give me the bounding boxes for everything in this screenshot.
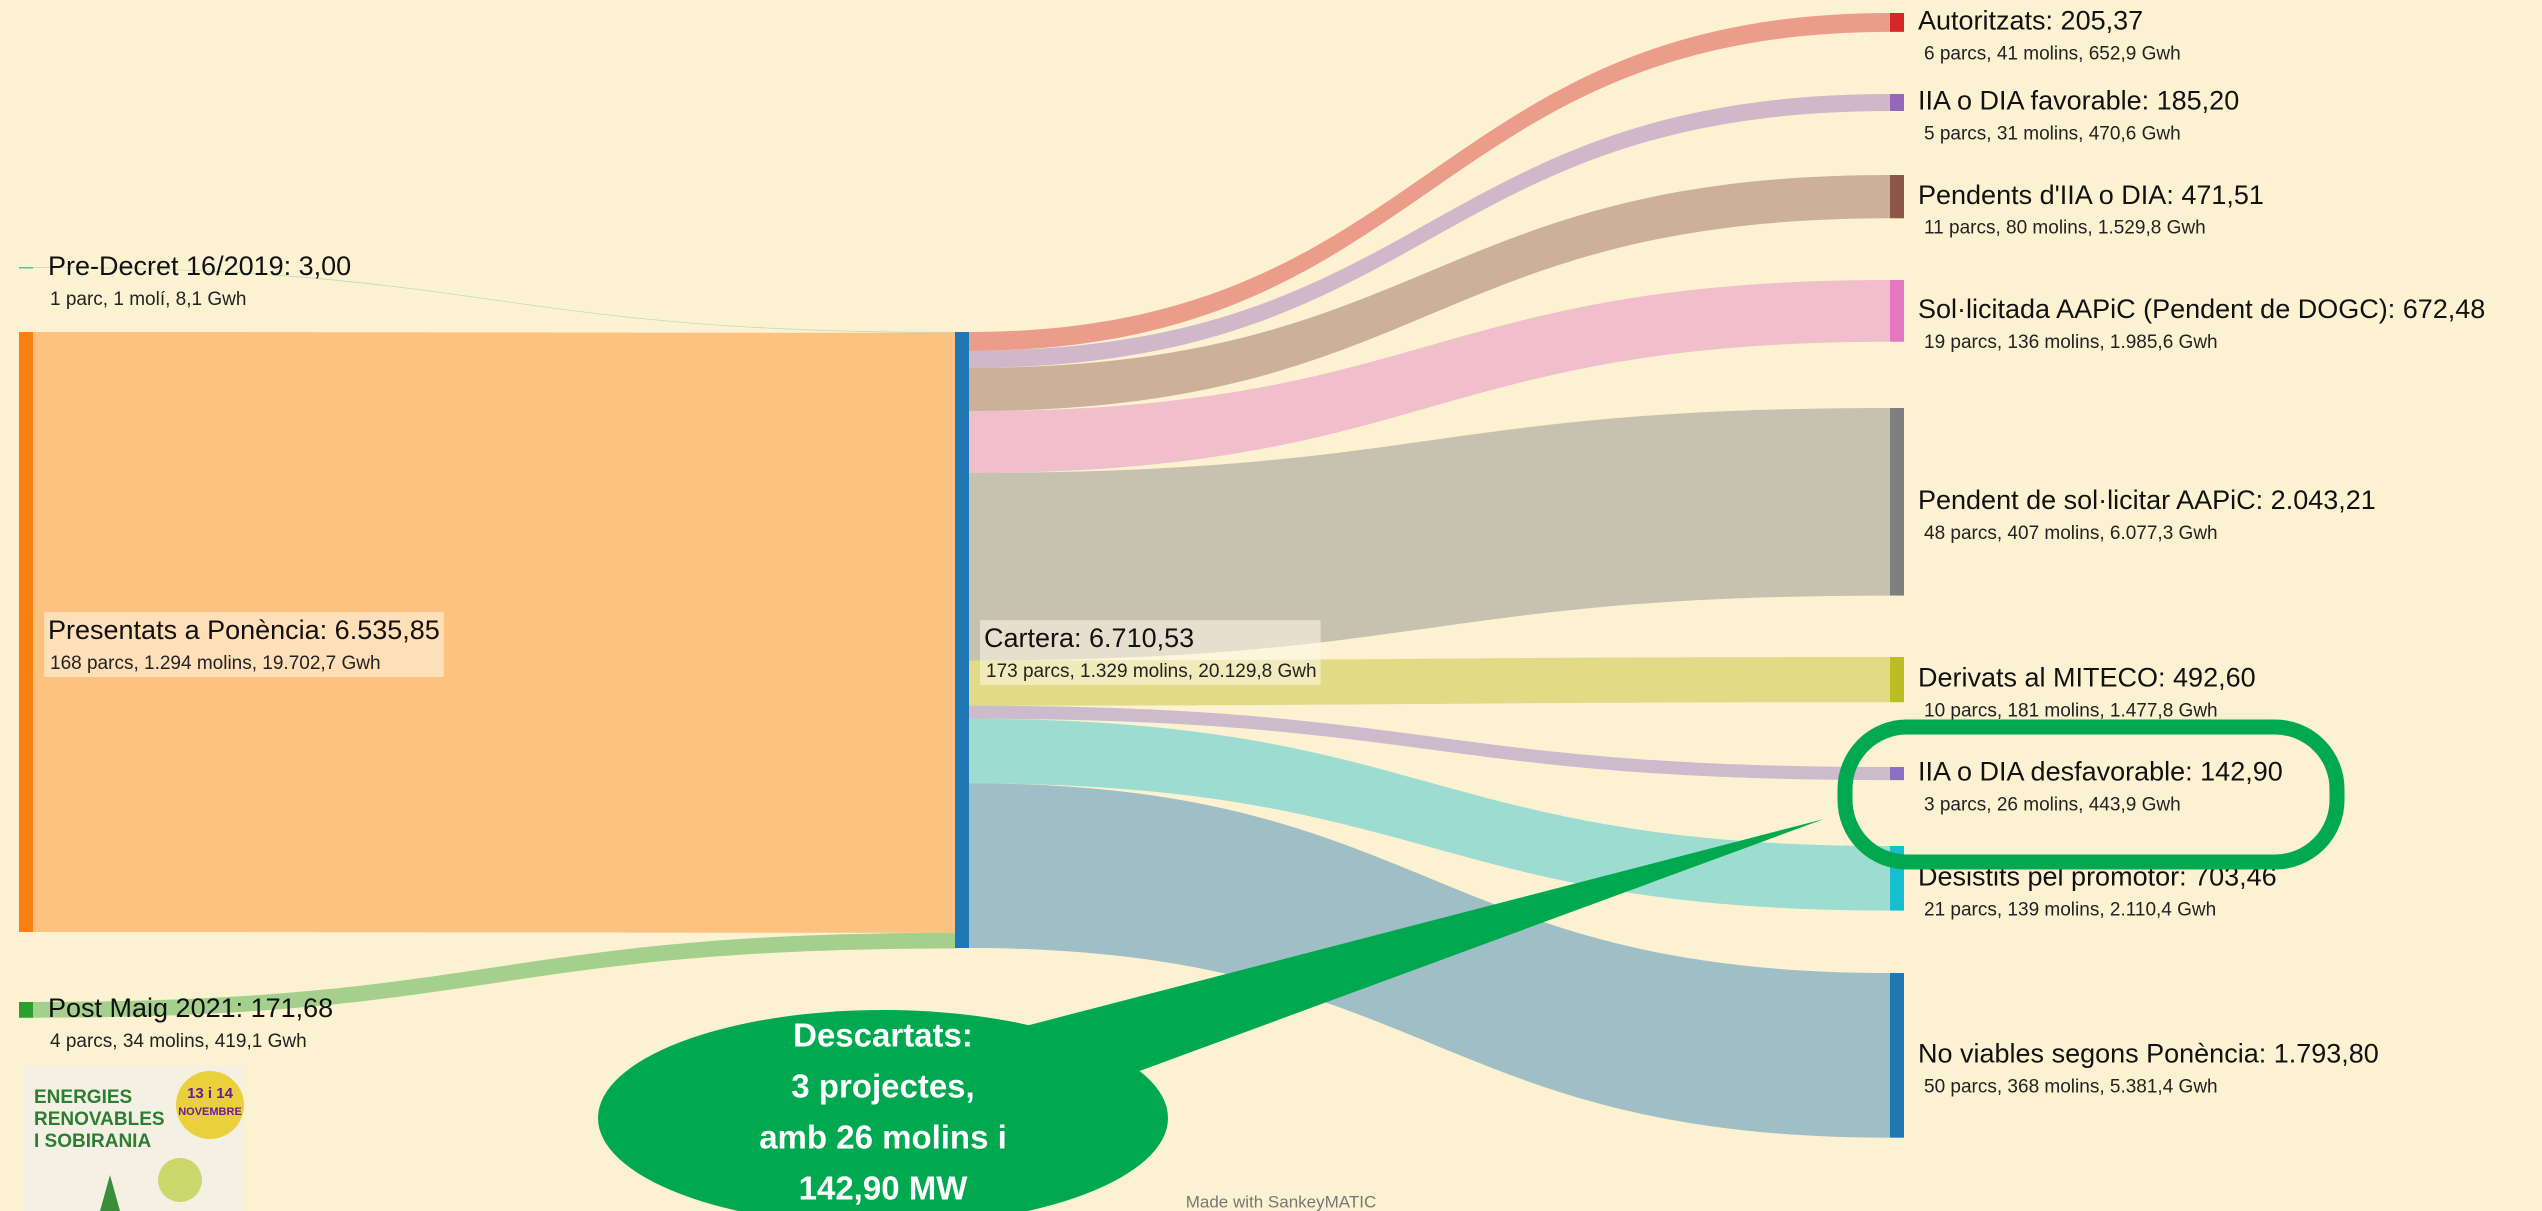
node-bar	[1890, 767, 1904, 781]
flow	[969, 13, 1890, 351]
logo-sun	[176, 1071, 244, 1139]
credit: Made with SankeyMATIC	[1186, 1192, 1377, 1211]
node-bar	[1890, 280, 1904, 342]
logo-plant	[100, 1175, 120, 1211]
node-label: IIA o DIA favorable: 185,20	[1918, 86, 2239, 116]
flow	[33, 332, 955, 933]
label-background	[980, 620, 1321, 686]
node-label: Sol·licitada AAPiC (Pendent de DOGC): 67…	[1918, 294, 2485, 324]
node-bar	[1890, 13, 1904, 32]
node-bar	[19, 267, 33, 269]
node-bar	[1890, 973, 1904, 1138]
node-label: IIA o DIA desfavorable: 142,90	[1918, 757, 2283, 787]
flow	[969, 175, 1890, 412]
callout-text: 142,90 MW	[799, 1170, 969, 1207]
callout-pointer	[1010, 819, 1824, 1080]
flow	[33, 932, 955, 1018]
node-detail: 48 parcs, 407 molins, 6.077,3 Gwh	[1924, 523, 2218, 544]
node-detail: 50 parcs, 368 molins, 5.381,4 Gwh	[1924, 1076, 2218, 1097]
callout-bubble	[598, 1010, 1168, 1211]
node-detail: 173 parcs, 1.329 molins, 20.129,8 Gwh	[986, 661, 1317, 682]
flow	[969, 408, 1890, 661]
node-detail: 11 parcs, 80 molins, 1.529,8 Gwh	[1924, 218, 2206, 239]
node-detail: 10 parcs, 181 molins, 1.477,8 Gwh	[1924, 701, 2218, 722]
node-detail: 168 parcs, 1.294 molins, 19.702,7 Gwh	[50, 653, 381, 674]
logo-flower	[158, 1158, 202, 1202]
node-bar	[1890, 175, 1904, 219]
node-detail: 4 parcs, 34 molins, 419,1 Gwh	[50, 1031, 307, 1052]
node-bar	[19, 332, 33, 932]
node-bar	[1890, 408, 1904, 596]
node-bar	[19, 1002, 33, 1018]
node-label: Pre-Decret 16/2019: 3,00	[48, 251, 351, 281]
logo-text: I SOBIRANIA	[34, 1131, 151, 1152]
node-bar	[955, 332, 969, 949]
node-detail: 19 parcs, 136 molins, 1.985,6 Gwh	[1924, 332, 2218, 353]
node-label: Pendent de sol·licitar AAPiC: 2.043,21	[1918, 485, 2376, 515]
nodes	[19, 13, 1904, 1138]
node-label: No viables segons Ponència: 1.793,80	[1918, 1038, 2379, 1068]
flow	[969, 705, 1890, 781]
node-detail: 3 parcs, 26 molins, 443,9 Gwh	[1924, 795, 2181, 816]
callout-text: amb 26 molins i	[759, 1119, 1007, 1156]
node-detail: 21 parcs, 139 molins, 2.110,4 Gwh	[1924, 899, 2216, 920]
callout-text: 3 projectes,	[791, 1068, 974, 1105]
node-label: Cartera: 6.710,53	[984, 623, 1194, 653]
node-label: Pendents d'IIA o DIA: 471,51	[1918, 180, 2264, 210]
logo-text: RENOVABLES	[34, 1109, 165, 1130]
highlight-outline	[1837, 719, 2345, 870]
flow	[33, 267, 955, 333]
node-label: Autoritzats: 205,37	[1918, 6, 2143, 36]
logo-date: 13 i 14	[187, 1085, 234, 1102]
callout: Descartats: 3 projectes, amb 26 molins i…	[598, 819, 1824, 1211]
node-detail: 1 parc, 1 molí, 8,1 Gwh	[50, 289, 246, 310]
logo-text: ENERGIES	[34, 1087, 132, 1108]
logo-date: NOVEMBRE	[178, 1106, 242, 1118]
logo: ENERGIES RENOVABLES I SOBIRANIA 13 i 14 …	[24, 1065, 244, 1211]
flow	[969, 280, 1890, 473]
flow	[969, 94, 1890, 368]
node-label: Presentats a Ponència: 6.535,85	[48, 615, 440, 645]
node-bar	[1890, 657, 1904, 703]
node-label: Post Maig 2021: 171,68	[48, 993, 333, 1023]
callout-text: Descartats:	[793, 1017, 973, 1054]
node-detail: 6 parcs, 41 molins, 652,9 Gwh	[1924, 43, 2181, 64]
node-bar	[1890, 94, 1904, 112]
label-background	[44, 612, 444, 678]
node-detail: 5 parcs, 31 molins, 470,6 Gwh	[1924, 124, 2181, 145]
node-label: Derivats al MITECO: 492,60	[1918, 663, 2256, 693]
